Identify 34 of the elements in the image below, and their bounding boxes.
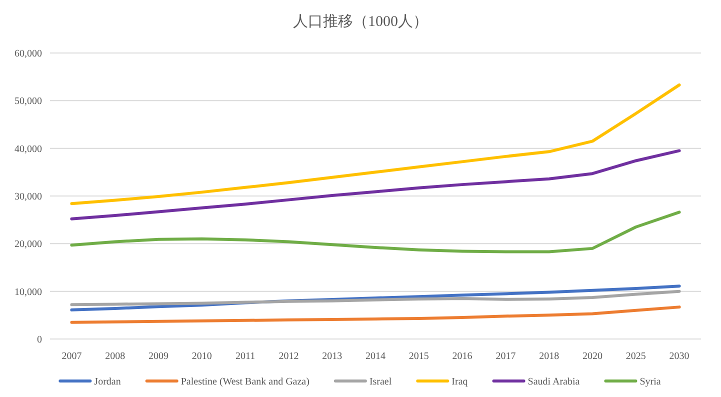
legend-label: Israel [369, 376, 392, 388]
x-tick-label: 2016 [452, 351, 472, 362]
y-tick-label: 40,000 [14, 144, 42, 155]
legend-label: Palestine (West Bank and Gaza) [180, 376, 310, 388]
y-tick-label: 0 [37, 334, 42, 346]
line-series [70, 149, 681, 220]
x-tick-label: 2009 [148, 351, 168, 362]
x-tick-label: 2018 [539, 351, 560, 362]
chart-title: 人口推移（1000人） [293, 13, 428, 30]
x-tick-label: 2010 [192, 351, 212, 362]
x-tick-label: 2015 [408, 351, 429, 362]
x-tick-label: 2017 [496, 351, 516, 362]
line-series [70, 83, 681, 206]
line-series [70, 210, 681, 254]
y-tick-label: 30,000 [14, 192, 42, 202]
x-tick-label: 2020 [582, 351, 602, 362]
y-tick-label: 60,000 [14, 48, 42, 60]
y-tick-label: 50,000 [14, 96, 42, 108]
x-tick-label: 2011 [235, 351, 256, 362]
x-tick-label: 2030 [669, 351, 690, 362]
y-tick-label: 20,000 [14, 239, 42, 250]
x-tick-label: 2014 [366, 351, 386, 362]
legend-label: Iraq [452, 376, 468, 388]
x-tick-label: 2012 [278, 351, 299, 362]
x-tick-label: 2007 [62, 351, 82, 362]
line-series [70, 306, 681, 324]
x-tick-label: 2013 [322, 351, 342, 362]
line-series [70, 290, 681, 306]
x-tick-label: 2025 [626, 351, 646, 362]
y-tick-label: 10,000 [14, 286, 42, 298]
x-tick-label: 2008 [105, 351, 126, 362]
legend-label: Saudi Arabia [528, 376, 580, 388]
legend-label: Syria [640, 376, 662, 388]
legend-label: Jordan [94, 376, 121, 388]
